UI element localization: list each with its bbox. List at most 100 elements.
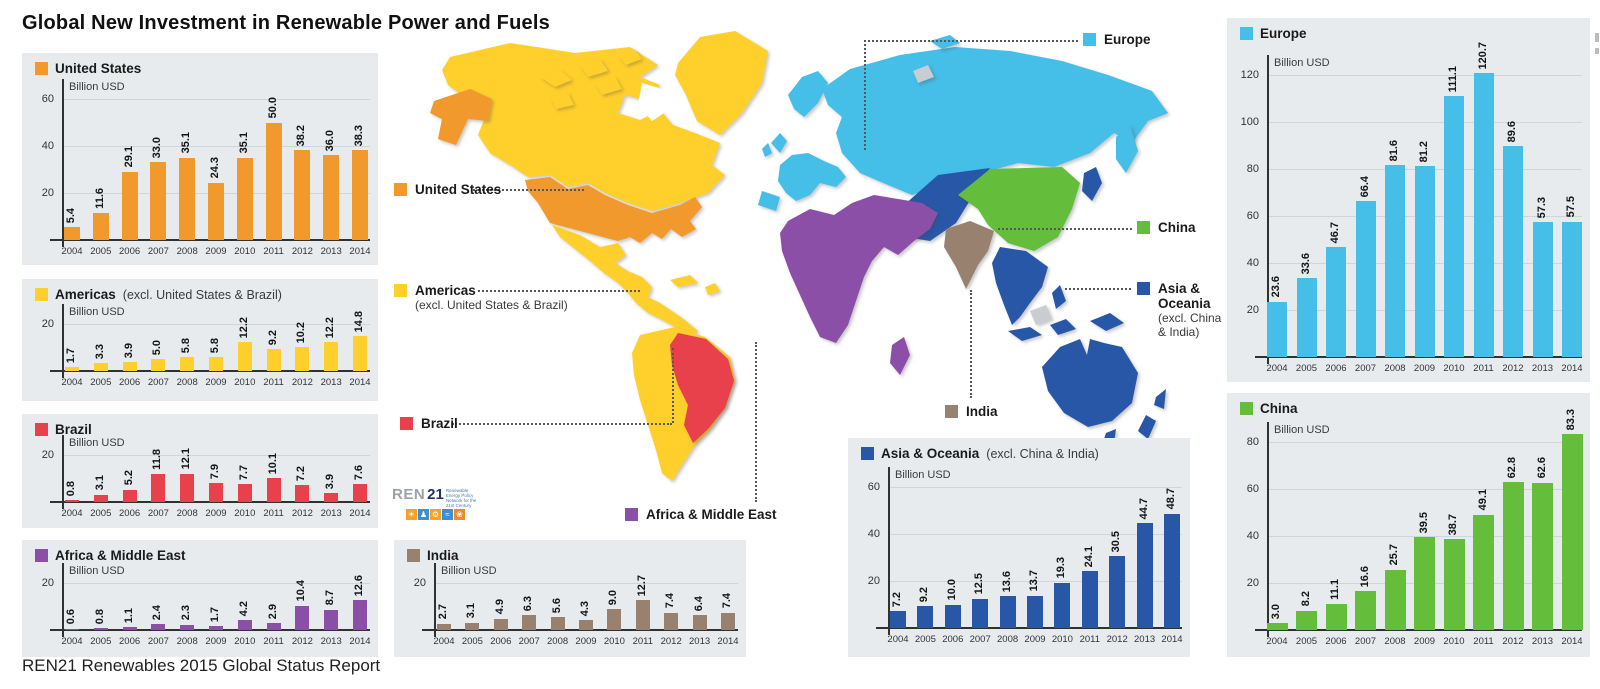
y-axis-line <box>434 563 436 637</box>
map-region-americas <box>580 59 608 77</box>
x-axis-tick: 2012 <box>1502 636 1524 647</box>
legend-swatch <box>1240 402 1253 415</box>
bar-2005 <box>92 212 109 240</box>
map-label-subtext: (excl. China & India) <box>1158 311 1222 339</box>
chart-plot: 20 Billion USD 0.6 2004 0.8 2005 1.1 2006 2.4 200… <box>22 540 378 657</box>
x-axis-line <box>50 370 370 372</box>
x-axis-tick: 2010 <box>603 636 625 647</box>
chart-title-suffix: (excl. China & India) <box>986 447 1099 461</box>
dotted-leader-line <box>864 40 866 150</box>
x-axis-tick: 2005 <box>90 246 112 257</box>
bar-value-label: 1.7 <box>65 347 77 364</box>
x-axis-tick: 2006 <box>942 634 964 645</box>
bar-value-label: 5.2 <box>122 470 135 486</box>
bar-value-label: 62.6 <box>1535 457 1548 479</box>
chart-title: China <box>1260 401 1298 416</box>
x-axis-line <box>422 629 738 631</box>
legend-swatch-brazil <box>400 417 413 430</box>
y-axis-line <box>62 563 64 637</box>
chart-title-suffix: (excl. United States & Brazil) <box>122 288 282 302</box>
x-axis-tick: 2012 <box>1106 634 1128 645</box>
x-axis-tick: 2007 <box>147 508 169 519</box>
x-axis-tick: 2004 <box>887 634 909 645</box>
bar-2013 <box>1136 522 1153 628</box>
bar-value-label: 6.3 <box>522 595 535 612</box>
bar-value-label: 12.7 <box>635 574 648 597</box>
bar-2012 <box>295 485 310 502</box>
x-axis-tick: 2006 <box>119 636 141 647</box>
map-region-americas <box>618 49 642 65</box>
bar-2008 <box>180 357 195 371</box>
x-axis-tick: 2011 <box>263 636 284 647</box>
x-axis-tick: 2013 <box>320 508 342 519</box>
y-axis-line <box>1267 422 1269 637</box>
map-region-africa-middle-east <box>890 337 910 375</box>
y-axis-tick: 40 <box>1246 530 1259 542</box>
bar-value-label: 38.3 <box>353 124 365 146</box>
bar-value-label: 57.5 <box>1565 196 1577 218</box>
bar-2008 <box>180 473 195 502</box>
x-axis-tick: 2008 <box>997 634 1019 645</box>
gridline <box>1267 442 1582 443</box>
bar-value-label: 2.3 <box>180 605 193 621</box>
gridline <box>62 455 370 456</box>
chart-legend: Brazil <box>35 422 92 437</box>
x-axis-line <box>50 629 370 631</box>
dotted-leader-line <box>864 40 1078 42</box>
gridline <box>62 324 370 325</box>
bar-value-label: 12.6 <box>353 574 365 597</box>
bar-value-label: 4.9 <box>493 599 506 615</box>
x-axis-tick: 2008 <box>1384 636 1406 647</box>
bar-value-label: 30.5 <box>1110 530 1123 553</box>
bar-2006 <box>944 604 961 628</box>
chart-title: United States <box>55 61 142 76</box>
bar-2014 <box>1561 434 1583 630</box>
y-axis-tick: 20 <box>41 187 54 199</box>
bar-value-label: 7.7 <box>237 464 250 480</box>
bar-2011 <box>266 478 281 502</box>
bar-2007 <box>1355 200 1376 357</box>
bar-2010 <box>237 483 252 502</box>
bar-2014 <box>721 612 735 630</box>
bar-2012 <box>294 150 311 240</box>
map-region-americas <box>540 70 572 87</box>
map-label-text: Brazil <box>421 416 458 431</box>
bar-2004 <box>890 611 906 628</box>
bar-value-label: 7.9 <box>209 464 221 480</box>
legend-swatch <box>861 447 874 460</box>
bar-value-label: 0.6 <box>65 609 77 625</box>
bar-2010 <box>236 157 253 240</box>
panel-asia-oceania: Asia & Oceania (excl. China & India) 20 40 6… <box>848 438 1190 657</box>
y-axis-line <box>62 79 64 247</box>
panel-africa-middle-east: Africa & Middle East 20 Billion USD 0.6 2004… <box>22 540 378 657</box>
chart-legend: Americas (excl. United States & Brazil) <box>35 287 282 302</box>
bar-value-label: 13.6 <box>1000 570 1013 593</box>
map-label-text: Americas <box>415 283 476 298</box>
bar-value-label: 7.2 <box>891 591 903 608</box>
bar-2004 <box>64 227 80 240</box>
bar-value-label: 3.9 <box>324 473 337 489</box>
x-axis-tick: 2007 <box>1354 363 1377 374</box>
map-region-asia-oceania <box>1154 389 1166 409</box>
bar-2012 <box>295 347 310 371</box>
bar-2006 <box>1326 247 1346 357</box>
legend-swatch <box>35 423 48 436</box>
bar-value-label: 2.9 <box>266 603 279 620</box>
map-label-text: Europe <box>1104 32 1151 47</box>
y-axis-tick: 20 <box>41 449 54 461</box>
chart-title: Americas <box>55 287 116 302</box>
axis-unit-label: Billion USD <box>1274 424 1330 436</box>
bar-value-label: 12.2 <box>324 316 337 339</box>
chart-plot: 20 40 60 Billion USD 5.4 2004 11.6 2005 29.1 2006… <box>22 53 378 265</box>
y-axis-line <box>888 467 890 635</box>
bar-2010 <box>1444 95 1464 357</box>
x-axis-tick: 2012 <box>291 636 313 647</box>
y-axis-tick: 120 <box>1240 69 1259 81</box>
panel-americas: Americas (excl. United States & Brazil) 20… <box>22 279 378 401</box>
y-axis-tick: 40 <box>1246 257 1259 269</box>
bar-value-label: 0.8 <box>65 480 77 497</box>
chart-legend: United States <box>35 61 141 76</box>
bar-2007 <box>972 598 989 628</box>
x-axis-tick: 2009 <box>205 246 227 257</box>
bar-2005 <box>917 606 934 628</box>
